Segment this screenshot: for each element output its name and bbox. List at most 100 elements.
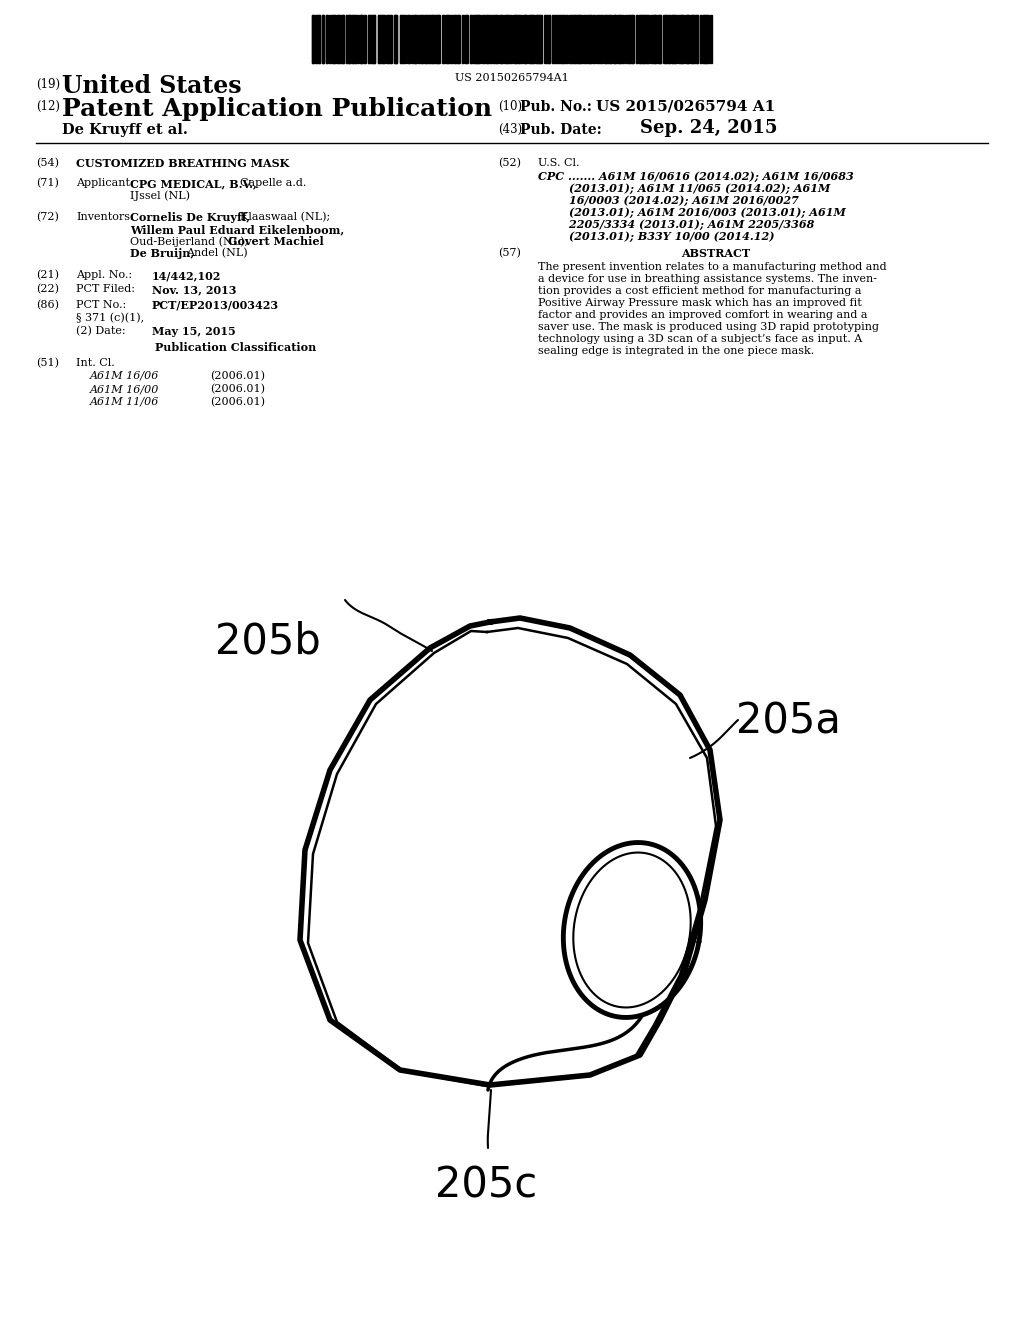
Bar <box>466 15 468 63</box>
Bar <box>447 15 450 63</box>
Bar <box>458 15 460 63</box>
Bar <box>394 15 397 63</box>
Text: (10): (10) <box>498 100 522 114</box>
Bar <box>496 15 498 63</box>
Text: A61M 16/00: A61M 16/00 <box>90 384 160 393</box>
Bar <box>694 15 696 63</box>
Bar <box>470 15 472 63</box>
Text: PCT Filed:: PCT Filed: <box>76 284 135 294</box>
Bar <box>575 15 579 63</box>
Bar <box>596 15 598 63</box>
Bar <box>681 15 683 63</box>
Bar <box>514 15 516 63</box>
Bar <box>322 15 324 63</box>
Bar <box>610 15 612 63</box>
Bar <box>437 15 440 63</box>
Bar <box>622 15 624 63</box>
Bar <box>464 15 467 63</box>
Bar <box>372 15 375 63</box>
Bar <box>643 15 646 63</box>
Bar <box>418 15 420 63</box>
Bar <box>556 15 559 63</box>
Bar <box>665 15 668 63</box>
Bar <box>501 15 503 63</box>
Bar <box>614 15 616 63</box>
Bar <box>703 15 705 63</box>
Bar <box>642 15 644 63</box>
Bar <box>337 15 339 63</box>
Bar <box>584 15 586 63</box>
Bar <box>370 15 373 63</box>
Bar <box>515 15 518 63</box>
Text: (43): (43) <box>498 123 522 136</box>
Bar <box>431 15 434 63</box>
Bar <box>424 15 426 63</box>
Bar <box>650 15 652 63</box>
Bar <box>364 15 366 63</box>
Bar <box>692 15 694 63</box>
Bar <box>318 15 319 63</box>
Bar <box>562 15 564 63</box>
Bar <box>326 15 328 63</box>
Bar <box>500 15 502 63</box>
Text: (2013.01); B33Y 10/00 (2014.12): (2013.01); B33Y 10/00 (2014.12) <box>538 231 774 242</box>
Text: (19): (19) <box>36 78 60 91</box>
Bar <box>559 15 562 63</box>
Bar <box>618 15 622 63</box>
Bar <box>342 15 344 63</box>
Bar <box>630 15 633 63</box>
Bar <box>569 15 571 63</box>
Text: Pub. No.:: Pub. No.: <box>520 100 592 114</box>
Text: a device for use in breathing assistance systems. The inven-: a device for use in breathing assistance… <box>538 275 877 284</box>
Text: Appl. No.:: Appl. No.: <box>76 271 132 280</box>
Bar <box>628 15 630 63</box>
Bar <box>574 15 575 63</box>
Bar <box>674 15 677 63</box>
Text: U.S. Cl.: U.S. Cl. <box>538 158 580 168</box>
Text: (2013.01); A61M 2016/003 (2013.01); A61M: (2013.01); A61M 2016/003 (2013.01); A61M <box>538 207 846 218</box>
Text: tion provides a cost efficient method for manufacturing a: tion provides a cost efficient method fo… <box>538 286 861 296</box>
Bar <box>578 15 581 63</box>
Bar <box>348 15 350 63</box>
Bar <box>600 15 602 63</box>
Text: 2205/3334 (2013.01); A61M 2205/3368: 2205/3334 (2013.01); A61M 2205/3368 <box>538 219 814 230</box>
Text: Klaaswaal (NL);: Klaaswaal (NL); <box>240 213 331 222</box>
Bar <box>442 15 444 63</box>
Bar <box>482 15 484 63</box>
Bar <box>706 15 709 63</box>
Bar <box>457 15 459 63</box>
Text: United States: United States <box>62 74 242 98</box>
Text: 14/442,102: 14/442,102 <box>152 271 221 281</box>
Bar <box>686 15 689 63</box>
Bar <box>598 15 600 63</box>
Bar <box>672 15 675 63</box>
Text: PCT/EP2013/003423: PCT/EP2013/003423 <box>152 300 280 312</box>
Bar <box>316 15 318 63</box>
Text: Applicant:: Applicant: <box>76 178 134 187</box>
Bar <box>604 15 606 63</box>
Text: Cornelis De Kruyff,: Cornelis De Kruyff, <box>130 213 250 223</box>
Text: A61M 16/06: A61M 16/06 <box>90 371 160 381</box>
Bar <box>566 15 568 63</box>
Bar <box>446 15 449 63</box>
Bar <box>646 15 649 63</box>
Bar <box>548 15 550 63</box>
Bar <box>686 15 689 63</box>
Text: Publication Classification: Publication Classification <box>155 342 316 352</box>
Text: (2006.01): (2006.01) <box>210 384 265 395</box>
Bar <box>414 15 416 63</box>
Bar <box>332 15 335 63</box>
Text: Capelle a.d.: Capelle a.d. <box>240 178 306 187</box>
Text: 16/0003 (2014.02); A61M 2016/0027: 16/0003 (2014.02); A61M 2016/0027 <box>538 195 799 206</box>
Bar <box>671 15 673 63</box>
Bar <box>414 15 417 63</box>
Bar <box>680 15 683 63</box>
Bar <box>382 15 385 63</box>
Text: A61M 11/06: A61M 11/06 <box>90 397 160 407</box>
Bar <box>588 15 591 63</box>
Text: technology using a 3D scan of a subject’s face as input. A: technology using a 3D scan of a subject’… <box>538 334 862 345</box>
Bar <box>394 15 397 63</box>
Bar <box>532 15 535 63</box>
Bar <box>658 15 662 63</box>
Text: factor and provides an improved comfort in wearing and a: factor and provides an improved comfort … <box>538 310 867 319</box>
